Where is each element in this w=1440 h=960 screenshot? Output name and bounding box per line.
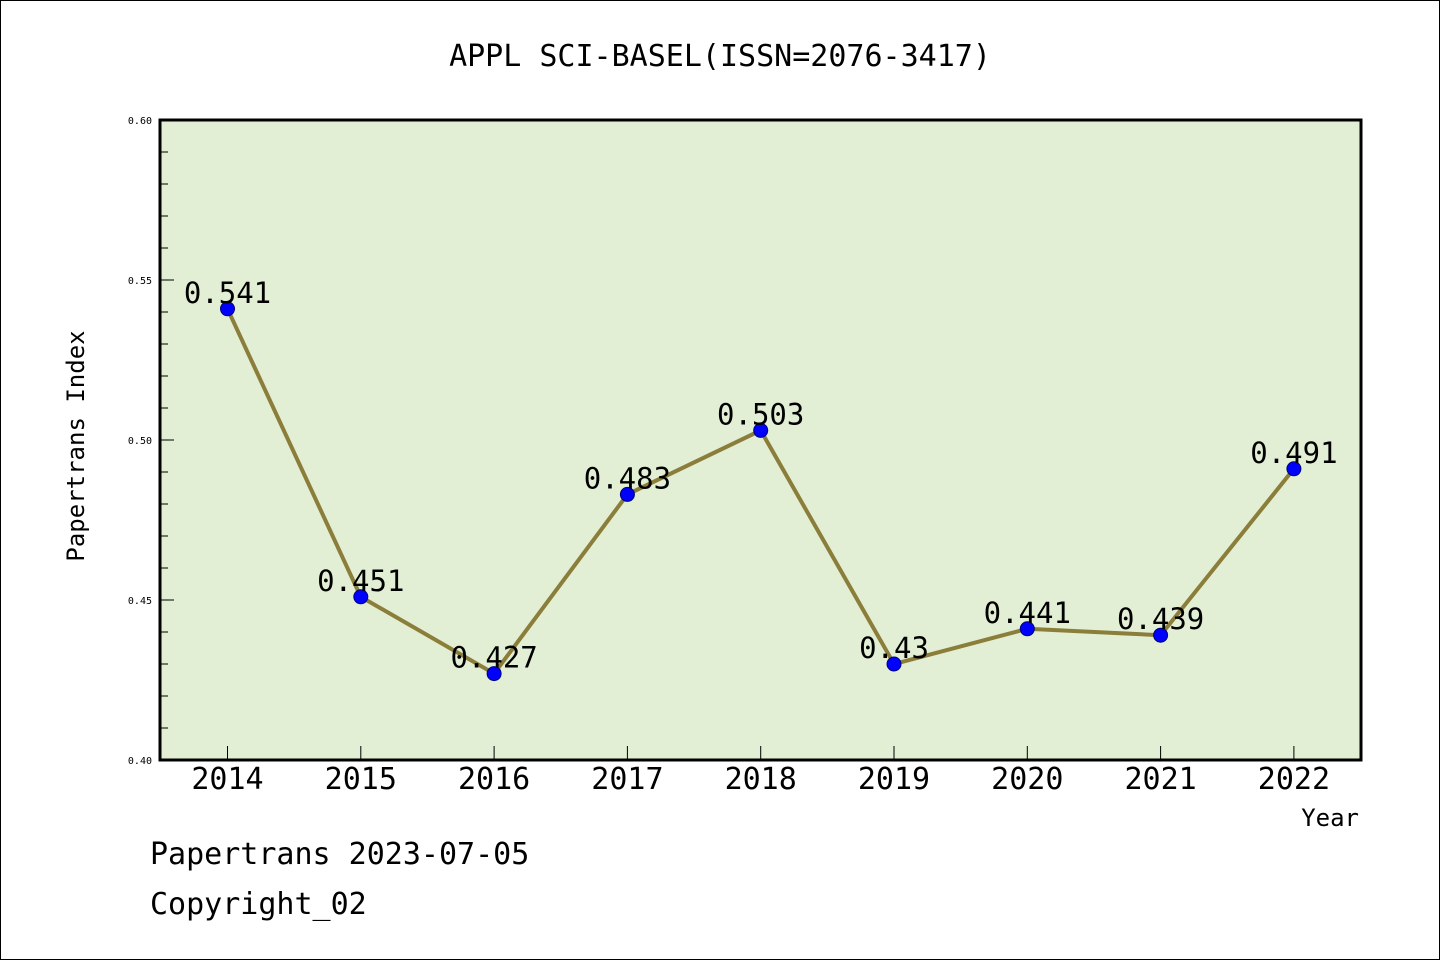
data-point (486, 666, 502, 682)
data-point (1286, 461, 1302, 477)
x-axis-label: Year (1301, 804, 1359, 832)
x-tick-label: 2022 (1258, 762, 1330, 797)
x-tick-label: 2016 (458, 762, 530, 797)
data-label: 0.427 (450, 641, 537, 675)
y-tick-label: 0.60 (128, 116, 152, 127)
data-point (753, 422, 769, 438)
y-major-ticks (160, 119, 174, 761)
data-labels: 0.541 0.451 0.427 0.483 0.503 0.43 0.441 0.439 0… (184, 276, 1338, 675)
data-label: 0.439 (1117, 602, 1204, 636)
data-label: 0.503 (717, 397, 804, 431)
x-tick-labels: 2014 2015 2016 2017 2018 2019 2020 2021 2022 (191, 762, 1330, 797)
x-ticks (227, 746, 1295, 760)
data-point (1153, 627, 1169, 643)
data-label: 0.43 (859, 631, 929, 665)
data-label: 0.441 (984, 596, 1071, 630)
data-label: 0.491 (1250, 436, 1337, 470)
x-tick-label: 2019 (858, 762, 930, 797)
x-tick-label: 2018 (725, 762, 797, 797)
data-point (619, 486, 635, 502)
data-point (1019, 621, 1035, 637)
y-tick-label: 0.45 (128, 596, 152, 607)
data-label: 0.483 (584, 461, 671, 495)
y-tick-label: 0.55 (128, 276, 152, 287)
chart-title: APPL SCI-BASEL(ISSN=2076-3417) (449, 39, 991, 74)
data-label: 0.541 (184, 276, 271, 310)
data-point (353, 589, 369, 605)
x-tick-label: 2017 (591, 762, 663, 797)
y-axis-label: Papertrans Index (62, 330, 90, 561)
footer-date: Papertrans 2023-07-05 (150, 837, 529, 872)
x-tick-label: 2014 (191, 762, 263, 797)
y-tick-labels: 0.40 0.45 0.50 0.55 0.60 (128, 116, 152, 767)
data-point (220, 301, 235, 317)
y-tick-label: 0.50 (128, 436, 152, 447)
plot-area (158, 118, 1363, 762)
x-tick-label: 2020 (991, 762, 1063, 797)
data-label: 0.451 (317, 564, 404, 598)
x-tick-label: 2015 (325, 762, 397, 797)
data-point (886, 656, 902, 672)
footer-copyright: Copyright_02 (150, 887, 367, 922)
data-points (220, 301, 1302, 682)
y-tick-label: 0.40 (128, 756, 152, 767)
x-tick-label: 2021 (1124, 762, 1196, 797)
